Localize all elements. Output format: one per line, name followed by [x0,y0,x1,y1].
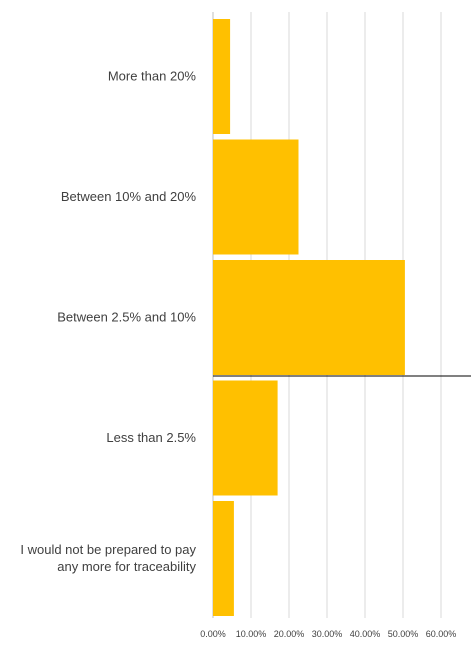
category-label: More than 20% [108,69,197,84]
tick-label: 60.00% [426,629,457,639]
category-labels: More than 20% Between 10% and 20% Between … [20,69,196,575]
tick-label: 40.00% [350,629,381,639]
bar [213,260,405,375]
tick-label: 50.00% [388,629,419,639]
category-label: Between 10% and 20% [61,189,197,204]
bar [213,380,278,496]
category-label: Between 2.5% and 10% [57,310,196,325]
tick-label: 20.00% [274,629,305,639]
tick-label: 0.00% [200,629,226,639]
tick-label: 30.00% [312,629,343,639]
bar [213,19,231,134]
x-tick-labels: 0.00% 10.00% 20.00% 30.00% 40.00% 50.00% 60.00… [200,629,456,639]
tick-label: 10.00% [236,629,267,639]
bars [213,19,405,616]
bar [213,139,299,255]
bar [213,501,234,616]
category-label: I would not be prepared to pay [20,542,196,557]
category-label: any more for traceability [57,559,196,574]
category-label: Less than 2.5% [106,430,196,445]
